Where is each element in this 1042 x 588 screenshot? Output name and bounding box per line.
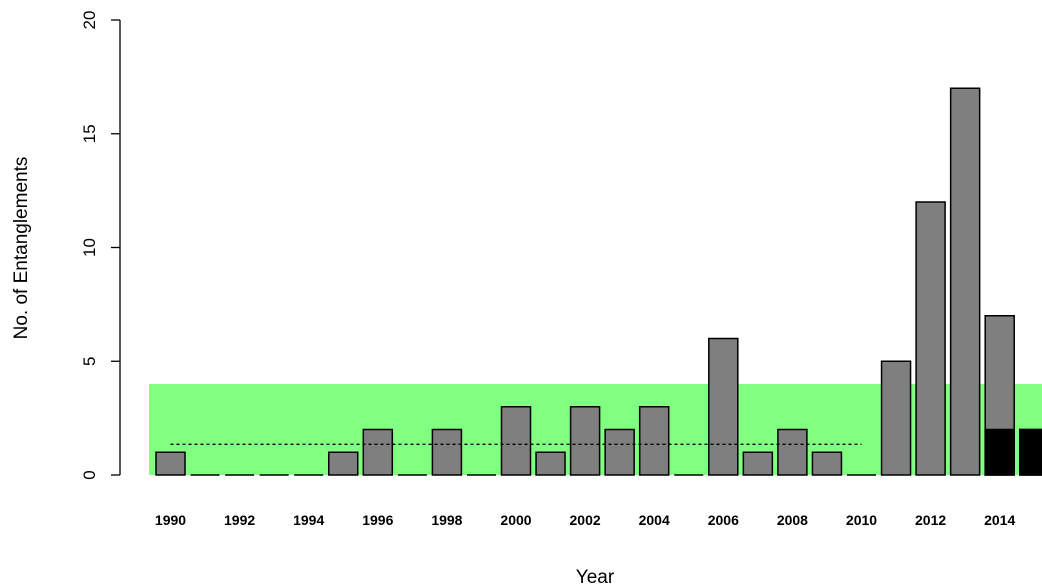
bar-2000 <box>500 406 532 476</box>
bar-2004 <box>638 406 670 476</box>
y-axis: 0 5 10 15 20 <box>80 11 121 480</box>
bar-2008 <box>777 428 808 476</box>
y-axis-title: No. of Entanglements <box>11 157 32 340</box>
y-tick-label-15: 15 <box>80 124 99 143</box>
x-tick-label-2000: 2000 <box>500 512 531 528</box>
x-tick-label-2008: 2008 <box>777 512 808 528</box>
x-tick-label-2010: 2010 <box>846 512 877 528</box>
bar-2002 <box>569 406 601 476</box>
x-tick-label-2012: 2012 <box>915 512 946 528</box>
bar-2006 <box>708 337 739 476</box>
bar-overlay-2014 <box>984 428 1015 476</box>
bar-2001 <box>535 451 566 476</box>
x-tick-label-1992: 1992 <box>224 512 255 528</box>
x-tick-label-2014: 2014 <box>984 512 1015 528</box>
bar-2009 <box>811 451 843 476</box>
y-tick-label-20: 20 <box>80 11 99 30</box>
bar-2011 <box>880 360 912 476</box>
bar-overlay-2015 <box>1019 428 1042 476</box>
bar-2012 <box>915 201 946 476</box>
x-axis-title: Year <box>576 567 615 588</box>
y-tick-label-0: 0 <box>80 470 99 479</box>
y-tick-label-5: 5 <box>80 357 99 366</box>
x-tick-label-1998: 1998 <box>431 512 462 528</box>
x-axis-tick-labels: 1990 1992 1994 1996 1998 2000 2002 2004 2006 2008… <box>155 512 1016 528</box>
x-tick-label-1996: 1996 <box>362 512 393 528</box>
x-tick-label-1994: 1994 <box>293 512 324 528</box>
x-tick-label-2006: 2006 <box>708 512 739 528</box>
x-tick-label-2002: 2002 <box>570 512 601 528</box>
x-tick-label-1990: 1990 <box>155 512 186 528</box>
bar-1990 <box>155 451 186 476</box>
bar-1996 <box>362 428 394 476</box>
x-tick-label-2004: 2004 <box>639 512 670 528</box>
bar-1998 <box>431 428 463 476</box>
bar-2007 <box>742 451 774 476</box>
y-tick-label-10: 10 <box>80 238 99 257</box>
bar-2003 <box>604 428 635 476</box>
bar-1995 <box>328 451 359 476</box>
bar-2013 <box>949 87 981 476</box>
